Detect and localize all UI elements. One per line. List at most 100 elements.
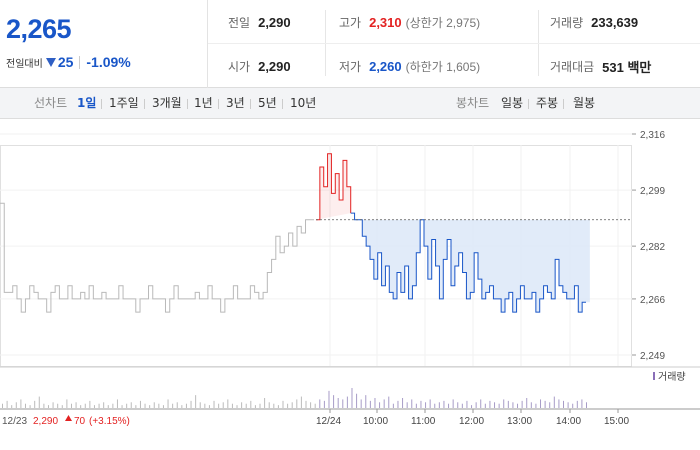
volume-bar — [282, 400, 284, 408]
series-line-down — [350, 212, 586, 313]
volume-bar — [259, 403, 261, 408]
fill-area — [350, 219, 590, 313]
chart-svg[interactable]: 2,316 2,299 2,282 2,266 2,249 12/24 10:00 11:0… — [0, 119, 700, 450]
volume-bar — [268, 402, 270, 408]
tab-1y[interactable]: 1년 — [194, 96, 213, 110]
intraday-chart: 2,316 2,299 2,282 2,266 2,249 12/24 10:00 11:0… — [0, 119, 700, 450]
volume-bar — [323, 400, 325, 408]
volume-bars — [0, 366, 700, 410]
x-tick-label: 12:00 — [459, 416, 484, 427]
volume-bar — [231, 403, 233, 408]
stat-label: 거래량 — [550, 15, 584, 30]
volume-bar — [517, 403, 519, 408]
volume-bar — [15, 402, 17, 408]
volume-bar — [535, 403, 537, 408]
volume-bar — [126, 403, 128, 408]
volume-bar — [34, 400, 36, 408]
tab-separator — [144, 99, 145, 109]
volume-bar — [84, 403, 86, 408]
volume-bar — [107, 405, 109, 408]
volume-bar — [356, 393, 358, 408]
volume-bar — [98, 403, 100, 408]
volume-bar — [369, 400, 371, 408]
tab-5y[interactable]: 5년 — [258, 96, 277, 110]
y-tick-label: 2,282 — [640, 242, 665, 253]
stats-row-1: 전일 2,290 고가 2,310 (상한가 2,975) 거래량 233,63… — [208, 0, 700, 44]
volume-bar — [139, 400, 141, 408]
volume-bar — [190, 400, 192, 408]
quote-header: 2,265 전일대비 25 -1.09% 전일 2,290 고가 2,310 (… — [0, 0, 700, 88]
volume-bar — [365, 395, 367, 408]
volume-bar — [314, 403, 316, 408]
volume-bar — [245, 403, 247, 408]
y-tick-label: 2,299 — [640, 186, 665, 197]
change-percent: -1.09% — [86, 54, 131, 70]
stat-value: 531 백만 — [602, 59, 652, 75]
volume-bar — [558, 399, 560, 408]
tab-3m[interactable]: 3개월 — [152, 96, 182, 110]
up-triangle-icon — [65, 415, 72, 421]
volume-bar — [185, 403, 187, 408]
volume-bar — [80, 405, 82, 408]
volume-bar — [6, 400, 8, 408]
volume-bar — [397, 400, 399, 408]
tab-daily[interactable]: 일봉 — [501, 96, 524, 110]
y-axis-ticks: 2,316 2,299 2,282 2,266 2,249 — [632, 130, 665, 362]
volume-bar — [333, 395, 335, 408]
change-amount: 25 — [57, 54, 74, 70]
volume-bar — [498, 403, 500, 408]
volume-bar — [52, 402, 54, 408]
volume-bar — [144, 403, 146, 408]
price-lines — [0, 153, 586, 313]
volume-bar — [383, 399, 385, 408]
stat-volume: 거래량 233,639 — [550, 0, 638, 44]
volume-bar — [553, 396, 555, 408]
volume-bar — [567, 402, 569, 408]
volume-bar — [443, 400, 445, 408]
x-tick-label: 12/24 — [316, 416, 341, 427]
volume-bar — [300, 396, 302, 408]
volume-bar — [448, 403, 450, 408]
volume-bar — [153, 402, 155, 408]
upper-limit: (상한가 2,975) — [405, 15, 481, 30]
tab-1w[interactable]: 1주일 — [109, 96, 139, 110]
tab-separator — [528, 99, 529, 109]
volume-bar — [411, 399, 413, 408]
volume-bar — [24, 403, 26, 408]
volume-bar — [540, 399, 542, 408]
volume-bar — [526, 398, 528, 408]
volume-bar — [264, 398, 266, 408]
current-price: 2,265 — [6, 14, 72, 44]
volume-bar — [296, 399, 298, 408]
volume-bar — [484, 403, 486, 408]
tab-3y[interactable]: 3년 — [226, 96, 245, 110]
volume-bar — [466, 400, 468, 408]
stat-label: 저가 — [339, 59, 362, 74]
price-box: 2,265 전일대비 25 -1.09% — [0, 0, 208, 88]
volume-bar — [360, 399, 362, 408]
volume-bar — [563, 400, 565, 408]
volume-bar — [452, 399, 454, 408]
volume-bar — [291, 402, 293, 408]
volume-bar — [167, 399, 169, 408]
tab-monthly[interactable]: 월봉 — [573, 96, 596, 110]
volume-bar — [66, 399, 68, 408]
down-triangle-icon — [45, 57, 56, 67]
tab-10y[interactable]: 10년 — [290, 96, 317, 110]
stat-value: 2,290 — [258, 14, 291, 30]
volume-bar — [489, 400, 491, 408]
volume-bar — [162, 405, 164, 408]
tab-weekly[interactable]: 주봉 — [536, 96, 559, 110]
volume-bar — [11, 405, 13, 408]
volume-bar — [277, 405, 279, 408]
volume-bar — [530, 402, 532, 408]
volume-bar — [227, 399, 229, 408]
volume-bar — [121, 405, 123, 408]
volume-bar — [507, 400, 509, 408]
tab-1d[interactable]: 1일 — [77, 96, 97, 110]
volume-bar — [195, 395, 197, 408]
stat-label: 전일 — [228, 15, 251, 30]
prev-day-change-pct: (+3.15%) — [89, 416, 130, 427]
volume-legend: 거래량 — [658, 371, 686, 383]
stat-prev-close: 전일 2,290 — [228, 0, 291, 44]
